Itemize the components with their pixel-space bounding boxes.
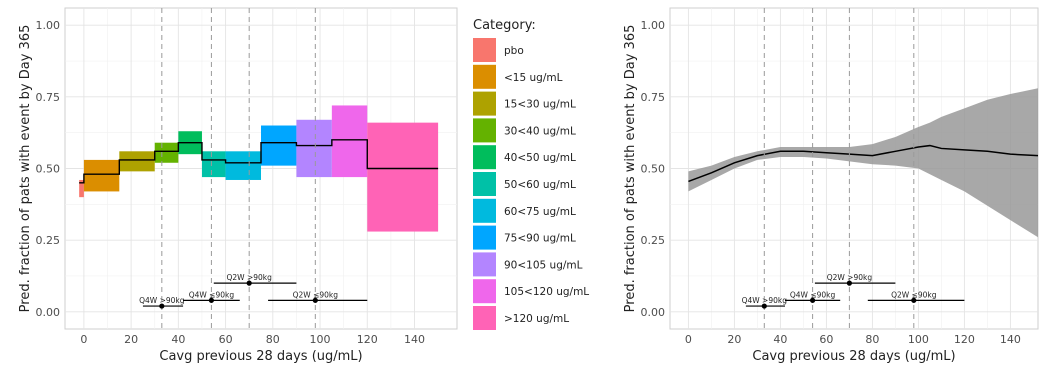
y-tick-label: 0.50 bbox=[36, 163, 61, 176]
ci-box bbox=[83, 159, 120, 192]
y-tick-label: 0.25 bbox=[36, 234, 61, 247]
legend-label: 90<105 ug/mL bbox=[504, 259, 583, 271]
legend-label: <15 ug/mL bbox=[504, 72, 563, 84]
legend-swatch bbox=[473, 279, 496, 304]
dose-label: Q4W >90kg bbox=[139, 296, 185, 305]
legend-label: 50<60 ug/mL bbox=[504, 179, 576, 191]
x-tick-label: 80 bbox=[865, 333, 879, 346]
ci-box bbox=[119, 151, 155, 172]
legend-swatch bbox=[473, 91, 496, 116]
dose-median-point bbox=[761, 303, 767, 309]
legend-title: Category: bbox=[473, 18, 536, 33]
legend-swatch bbox=[473, 225, 496, 250]
x-tick-label: 100 bbox=[908, 333, 929, 346]
ci-box bbox=[296, 119, 332, 178]
dose-median-point bbox=[911, 297, 917, 303]
left-chart-panel: 0 20 40 60 80 100 120 140 0.00 0.25 0.50 0.75 1.00 Q4… bbox=[18, 7, 458, 364]
legend-label: 75<90 ug/mL bbox=[504, 233, 576, 245]
x-tick-label: 20 bbox=[124, 333, 138, 346]
dose-median-point bbox=[810, 297, 816, 303]
legend-swatch bbox=[473, 145, 496, 170]
legend-label: 105<120 ug/mL bbox=[504, 286, 589, 298]
x-tick-label: 60 bbox=[819, 333, 833, 346]
legend-label: 15<30 ug/mL bbox=[504, 99, 576, 111]
category-legend: Category: pbo <15 ug/mL 15<30 ug/mL 30<40 ug… bbox=[473, 18, 589, 330]
dose-median-point bbox=[159, 303, 165, 309]
right-chart-panel: 0 20 40 60 80 100 120 140 0.00 0.25 0.50 0.75 1.00 Q4… bbox=[623, 7, 1039, 364]
dose-median-point bbox=[246, 280, 252, 286]
ci-box bbox=[225, 151, 261, 180]
y-tick-label: 1.00 bbox=[641, 19, 666, 32]
y-tick-label: 1.00 bbox=[36, 19, 61, 32]
dose-label: Q2W ≤90kg bbox=[891, 290, 937, 299]
prediction-line bbox=[688, 144, 1039, 183]
dose-label: Q2W ≤90kg bbox=[293, 290, 339, 299]
y-axis-label: Pred. fraction of pats with event by Day… bbox=[18, 25, 33, 313]
y-tick-label: 0.75 bbox=[36, 91, 61, 104]
x-tick-label: 140 bbox=[404, 333, 425, 346]
legend-swatch bbox=[473, 252, 496, 277]
x-tick-label: 20 bbox=[727, 333, 741, 346]
y-axis-label: Pred. fraction of pats with event by Day… bbox=[623, 25, 638, 313]
y-tick-label: 0.00 bbox=[36, 306, 61, 319]
x-tick-label: 40 bbox=[773, 333, 787, 346]
ci-box bbox=[331, 105, 368, 178]
dose-label: Q4W ≤90kg bbox=[790, 290, 836, 299]
ci-box bbox=[154, 142, 179, 163]
legend-swatch bbox=[473, 172, 496, 196]
x-tick-label: 0 bbox=[80, 333, 87, 346]
dose-label: Q4W ≤90kg bbox=[189, 290, 235, 299]
x-axis-label: Cavg previous 28 days (ug/mL) bbox=[752, 349, 955, 364]
legend-label: 30<40 ug/mL bbox=[504, 125, 576, 137]
x-tick-label: 60 bbox=[219, 333, 233, 346]
dose-median-point bbox=[846, 280, 853, 286]
dose-label: Q2W >90kg bbox=[226, 273, 272, 282]
ci-box bbox=[261, 125, 297, 166]
y-tick-label: 0.25 bbox=[641, 234, 666, 247]
x-tick-label: 0 bbox=[685, 333, 692, 346]
ci-box bbox=[367, 122, 439, 232]
legend-swatch bbox=[473, 306, 496, 330]
x-tick-label: 80 bbox=[266, 333, 280, 346]
step-estimate-line bbox=[79, 139, 439, 184]
legend-swatch bbox=[473, 118, 496, 143]
confidence-band bbox=[688, 88, 1038, 238]
dose-median-point bbox=[312, 297, 318, 303]
x-axis-label: Cavg previous 28 days (ug/mL) bbox=[159, 349, 362, 364]
x-tick-label: 140 bbox=[1000, 333, 1021, 346]
legend-swatch bbox=[473, 38, 496, 62]
dose-label: Q4W >90kg bbox=[742, 296, 788, 305]
legend-label: 40<50 ug/mL bbox=[504, 152, 576, 164]
legend-label: >120 ug/mL bbox=[504, 313, 569, 325]
legend-swatch bbox=[473, 64, 496, 89]
y-tick-label: 0.50 bbox=[641, 163, 666, 176]
dose-label: Q2W >90kg bbox=[827, 273, 873, 282]
x-tick-label: 120 bbox=[954, 333, 975, 346]
legend-label: 60<75 ug/mL bbox=[504, 206, 576, 218]
x-tick-label: 40 bbox=[171, 333, 185, 346]
x-tick-label: 120 bbox=[357, 333, 378, 346]
dose-median-point bbox=[208, 297, 215, 303]
ci-box bbox=[201, 151, 226, 178]
legend-label: pbo bbox=[504, 45, 524, 57]
x-tick-label: 100 bbox=[310, 333, 331, 346]
ci-box bbox=[79, 179, 84, 198]
legend-swatch bbox=[473, 198, 496, 223]
y-tick-label: 0.75 bbox=[641, 91, 666, 104]
y-tick-label: 0.00 bbox=[641, 306, 666, 319]
